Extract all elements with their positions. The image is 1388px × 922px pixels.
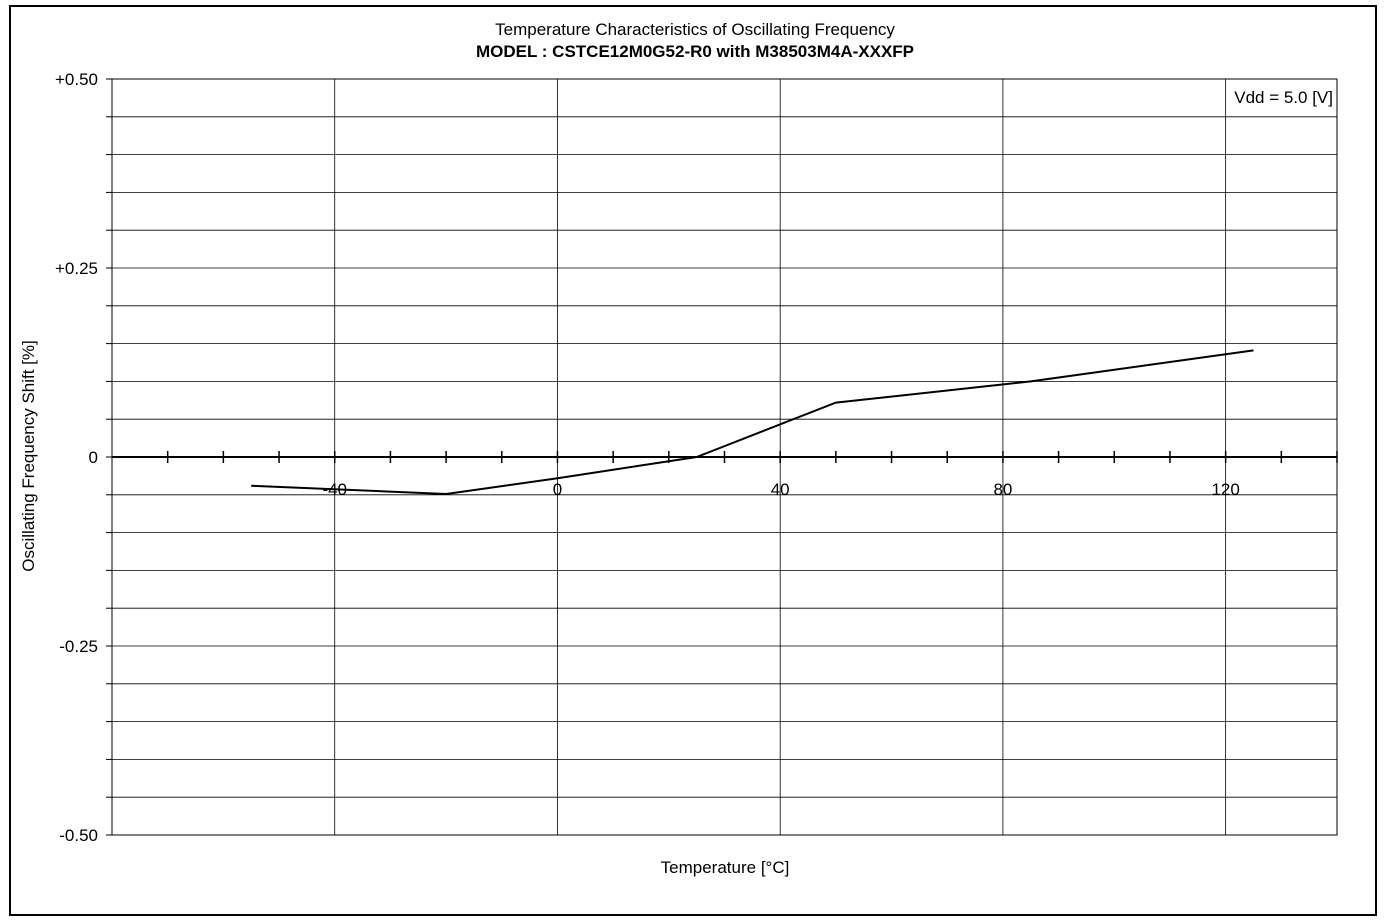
x-axis-title: Temperature [°C] — [661, 858, 790, 877]
grid — [111, 78, 1338, 836]
y-tick-label: 0 — [89, 448, 98, 467]
y-tick-label: +0.50 — [55, 70, 98, 89]
chart-subtitle: MODEL : CSTCE12M0G52-R0 with M38503M4A-X… — [476, 42, 914, 61]
chart-title: Temperature Characteristics of Oscillati… — [495, 20, 895, 39]
axes — [106, 78, 1338, 836]
x-tick-label: 80 — [993, 480, 1012, 499]
y-axis-title: Oscillating Frequency Shift [%] — [19, 340, 38, 571]
tick-labels: -40 0 40 80 120+0.50+0.250-0.25-0.50 — [55, 70, 1240, 845]
x-tick-label: 120 — [1211, 480, 1239, 499]
x-tick-label: 40 — [771, 480, 790, 499]
y-tick-label: -0.50 — [59, 826, 98, 845]
vdd-annotation: Vdd = 5.0 [V] — [1234, 88, 1333, 107]
series — [251, 349, 1254, 496]
chart: Temperature Characteristics of Oscillati… — [19, 20, 1338, 877]
chart-frame: Temperature Characteristics of Oscillati… — [9, 5, 1377, 916]
y-tick-label: -0.25 — [59, 637, 98, 656]
series-line — [251, 349, 1254, 496]
x-tick-label: 0 — [553, 480, 562, 499]
y-tick-label: +0.25 — [55, 259, 98, 278]
